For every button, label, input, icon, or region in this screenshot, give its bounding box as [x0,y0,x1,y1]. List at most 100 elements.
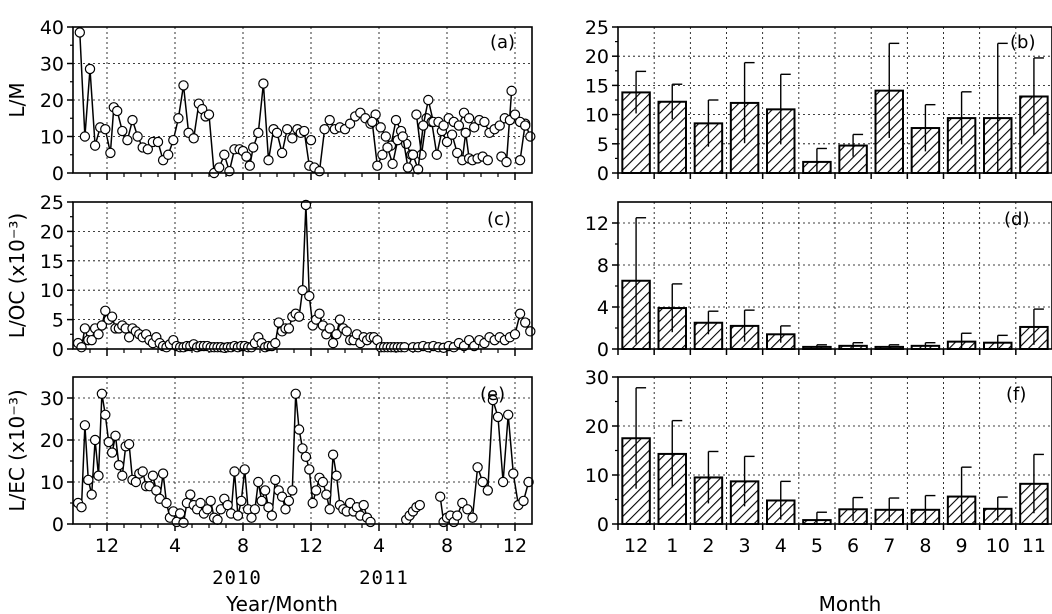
y-tick-label: 0 [597,339,609,361]
plot-frame [617,26,1052,174]
data-point [123,332,135,343]
data-point [367,116,378,128]
data-point [173,113,184,124]
x-tick-label: 4 [775,535,787,557]
data-point [520,120,531,131]
data-point [113,460,125,471]
y-tick-label: 20 [585,416,609,438]
data-point [195,497,206,509]
data-point [497,476,509,488]
y-tick-label: 10 [585,465,609,487]
data-point [239,464,250,475]
data-point [411,109,422,120]
plot-frame [72,26,533,174]
data-point [203,109,215,120]
data-point [83,474,94,486]
y-tick-label: 0 [52,163,64,185]
y-tick-label: 10 [40,127,64,149]
x-tick-label: 12 [503,535,527,557]
data-point [508,468,519,479]
x-tick-label: 10 [986,535,1010,557]
data-point [472,462,483,473]
data-point [446,129,458,140]
data-point [479,116,490,128]
data-point [188,133,199,144]
data-point [111,105,123,117]
data-point [304,464,315,475]
data-point [106,311,118,322]
data-point [525,326,536,337]
data-point [79,323,91,334]
data-point [375,122,386,133]
data-point [276,147,288,159]
data-point [253,476,264,488]
data-point [492,411,504,423]
data-point [100,409,111,420]
x-tick-label: 5 [811,535,823,557]
data-point [224,165,235,177]
data-point [520,317,531,328]
data-point [327,449,339,460]
panel-label: (e) [480,384,505,405]
data-point [334,314,346,325]
data-point [304,290,315,302]
data-point [122,134,133,146]
data-point [236,495,247,507]
data-point [178,80,189,91]
panel-a: 0 10 20 30 40 (a) L/M [5,17,536,185]
data-point [271,127,283,139]
data-point [460,127,471,139]
y-tick-label: 30 [585,367,609,389]
data-point [256,495,267,507]
data-point [123,439,135,450]
data-point [319,123,330,135]
panel-label: (d) [1004,209,1029,230]
data-point [482,485,493,496]
data-point [509,329,521,340]
data-point [100,305,111,316]
data-point [397,131,408,142]
data-point [76,502,87,513]
data-point [523,476,534,488]
data-point [103,436,114,448]
data-point [390,114,402,126]
y-tick-label: 4 [597,297,609,319]
data-point [270,474,281,486]
data-point [86,489,97,500]
year-label-2011: 2011 [359,567,409,589]
data-point [93,470,104,481]
y-tick-label: 20 [40,221,64,243]
plot-frame [617,376,1052,525]
x-axis-title-month: Month [819,592,882,614]
data-point [212,514,223,526]
x-tick-label: 1 [666,535,678,557]
x-tick-label: 4 [373,535,385,557]
data-point [324,504,335,515]
data-point [241,151,252,162]
data-point [185,489,196,500]
y-tick-label: 25 [40,192,64,214]
y-tick-label: 12 [585,213,609,235]
data-point [331,470,342,481]
x-tick-label: 12 [299,535,323,557]
data-point [137,466,148,477]
panel-label: (c) [487,209,511,230]
x-tick-label: 12 [624,535,648,557]
data-point [219,149,230,160]
data-point [283,495,295,507]
data-point [253,127,264,139]
data-point [79,420,91,431]
data-point [162,149,174,160]
data-point [86,334,97,346]
data-point [402,162,414,173]
data-point [344,118,356,129]
y-tick-label: 20 [40,90,64,112]
data-point [100,123,111,135]
panel-b: 0 5 10 15 20 25 (b) [585,17,1052,185]
data-point [358,499,369,511]
y-tick-label: 10 [40,280,64,302]
data-point [423,94,434,106]
data-point [147,470,159,481]
data-point [282,123,293,135]
data-point [84,63,96,75]
